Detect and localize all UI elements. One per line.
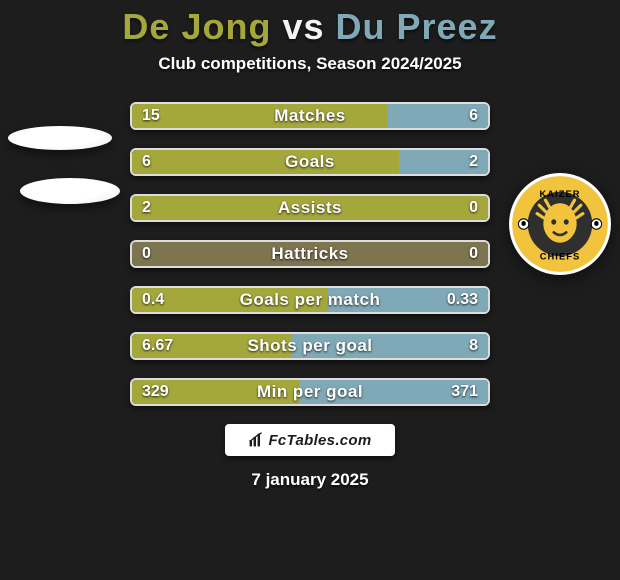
stat-name: Min per goal — [132, 380, 488, 404]
stat-bar-matches: 156Matches — [130, 102, 490, 130]
stat-name: Hattricks — [132, 242, 488, 266]
team-left-logo-part2 — [20, 178, 120, 204]
brand-text: FcTables.com — [268, 432, 371, 449]
stat-bar-goals: 62Goals — [130, 148, 490, 176]
date-label: 7 january 2025 — [0, 470, 620, 490]
stat-name: Shots per goal — [132, 334, 488, 358]
subtitle: Club competitions, Season 2024/2025 — [0, 54, 620, 74]
stat-name: Assists — [132, 196, 488, 220]
stat-name: Goals — [132, 150, 488, 174]
stat-bar-goals-per-match: 0.40.33Goals per match — [130, 286, 490, 314]
stat-bar-hattricks: 00Hattricks — [130, 240, 490, 268]
brand-chart-icon — [248, 432, 264, 448]
stat-name: Matches — [132, 104, 488, 128]
svg-text:CHIEFS: CHIEFS — [540, 251, 581, 261]
team-right-logo: KAIZER CHIEFS — [508, 172, 612, 276]
stat-bars: 156Matches 62Goals 20Assists 00Hattricks 0.4… — [130, 102, 490, 406]
svg-text:KAIZER: KAIZER — [539, 189, 580, 199]
stat-bar-min-per-goal: 329371Min per goal — [130, 378, 490, 406]
comparison-title: De Jong vs Du Preez — [0, 0, 620, 48]
brand-badge: FcTables.com — [225, 424, 395, 456]
stat-bar-assists: 20Assists — [130, 194, 490, 222]
player1-name: De Jong — [122, 6, 271, 47]
stat-bar-shots-per-goal: 6.678Shots per goal — [130, 332, 490, 360]
team-left-logo-part1 — [8, 126, 112, 150]
vs-label: vs — [282, 6, 324, 47]
player2-name: Du Preez — [336, 6, 498, 47]
stat-name: Goals per match — [132, 288, 488, 312]
